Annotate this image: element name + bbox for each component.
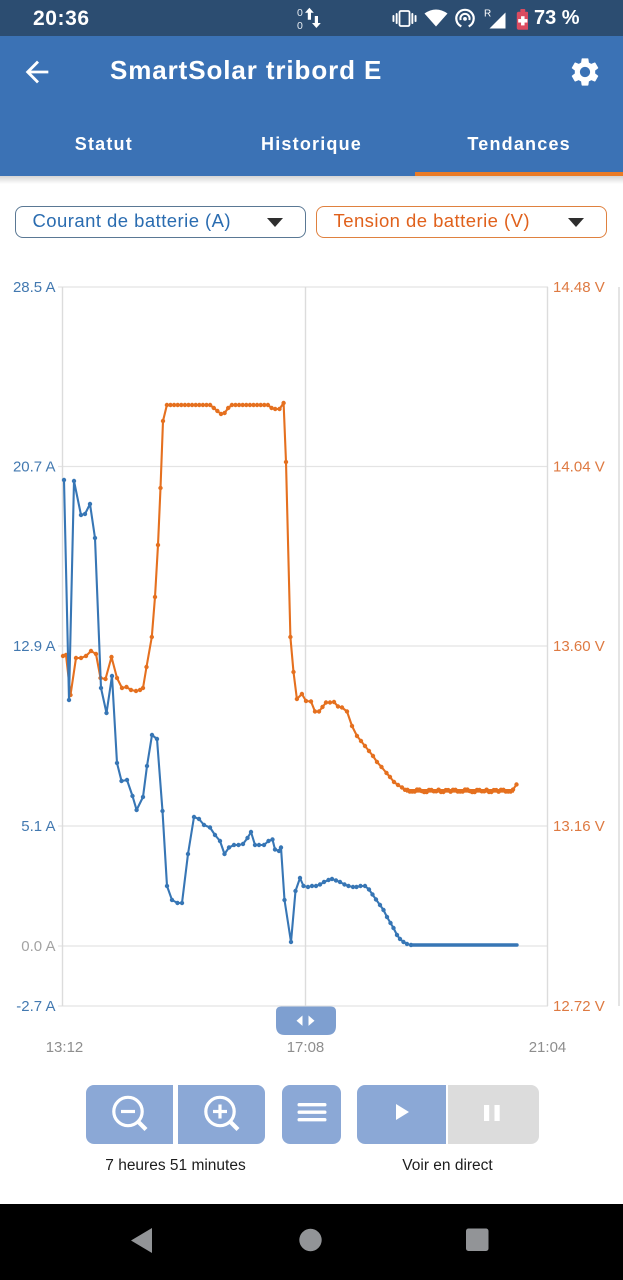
svg-text:5.1 A: 5.1 A (21, 818, 55, 835)
svg-text:0: 0 (297, 7, 303, 19)
svg-text:20.7 A: 20.7 A (13, 459, 56, 476)
svg-text:-2.7 A: -2.7 A (16, 998, 55, 1015)
svg-text:12.72 V: 12.72 V (553, 998, 605, 1015)
svg-text:14.48 V: 14.48 V (553, 279, 605, 296)
svg-text:R: R (484, 9, 491, 20)
svg-text:14.04 V: 14.04 V (553, 459, 605, 476)
svg-text:28.5 A: 28.5 A (13, 279, 56, 296)
svg-text:21:04: 21:04 (529, 1039, 567, 1056)
svg-text:17:08: 17:08 (287, 1039, 325, 1056)
svg-text:13.60 V: 13.60 V (553, 638, 605, 655)
svg-text:13.16 V: 13.16 V (553, 818, 605, 835)
svg-text:13:12: 13:12 (46, 1039, 84, 1056)
svg-text:12.9 A: 12.9 A (13, 638, 56, 655)
svg-text:0.0 A: 0.0 A (21, 938, 55, 955)
svg-text:0: 0 (297, 20, 303, 31)
